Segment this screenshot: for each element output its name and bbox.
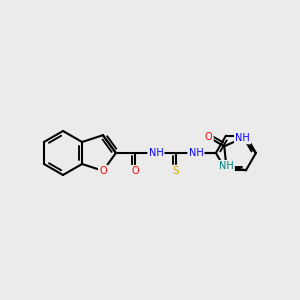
Text: NH: NH — [219, 161, 234, 171]
Text: NH: NH — [188, 148, 203, 158]
Text: S: S — [172, 166, 179, 176]
Text: NH: NH — [235, 133, 250, 143]
Text: NH: NH — [148, 148, 163, 158]
Text: O: O — [99, 166, 107, 176]
Text: O: O — [205, 132, 212, 142]
Text: O: O — [131, 166, 139, 176]
